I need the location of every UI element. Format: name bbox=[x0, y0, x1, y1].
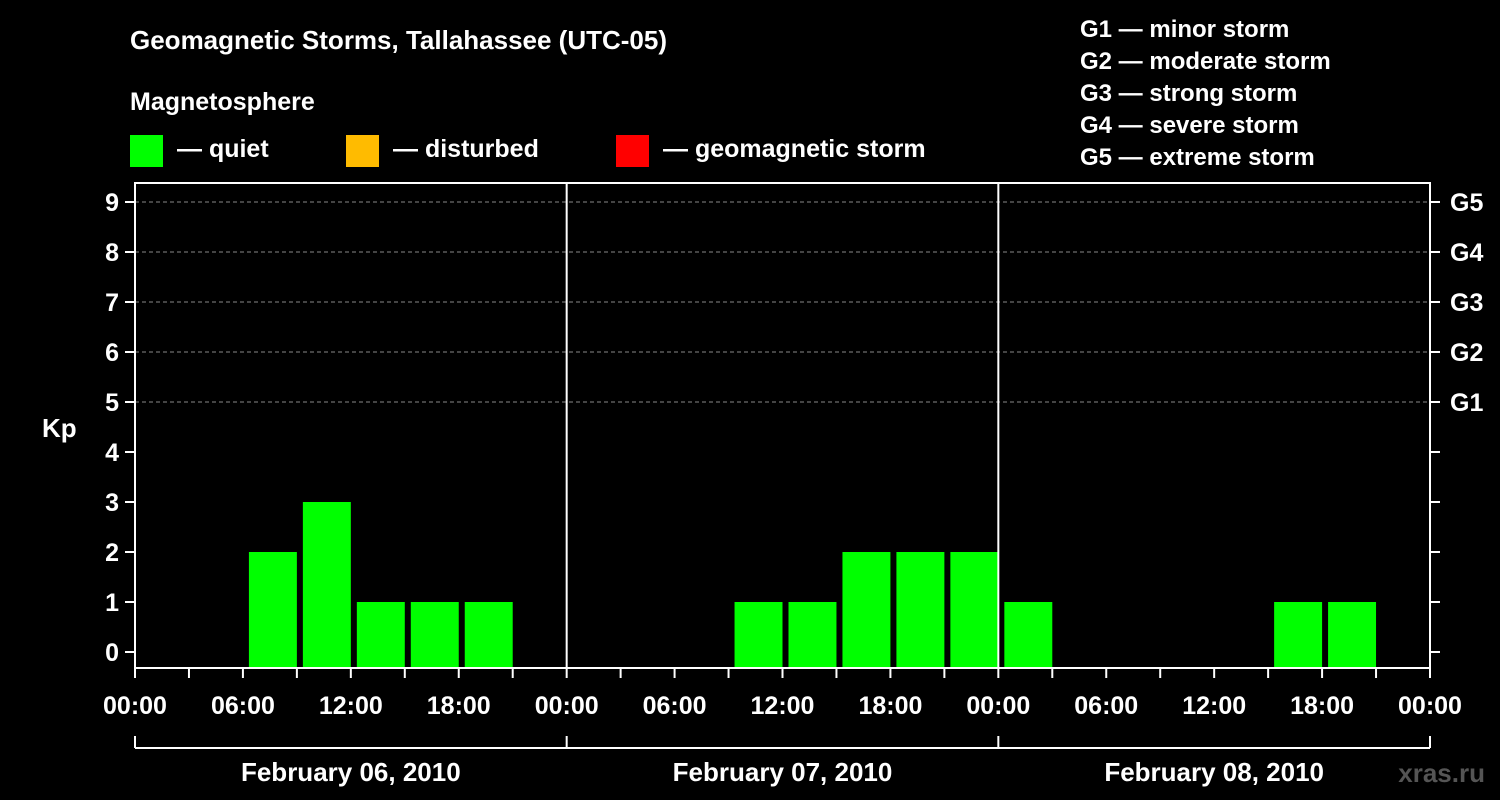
y-tick-label: 4 bbox=[105, 439, 119, 467]
x-tick-label: 18:00 bbox=[858, 692, 922, 720]
x-tick-label: 12:00 bbox=[319, 692, 383, 720]
watermark: xras.ru bbox=[1398, 758, 1485, 788]
y-tick-label: 0 bbox=[105, 639, 119, 667]
y-tick-label: 9 bbox=[105, 189, 119, 217]
x-tick-label: 00:00 bbox=[1398, 692, 1462, 720]
grid-lines bbox=[135, 201, 1430, 403]
bar bbox=[302, 502, 351, 668]
bar bbox=[410, 602, 459, 668]
right-axis-label: G4 bbox=[1450, 239, 1483, 267]
date-label: February 06, 2010 bbox=[241, 757, 461, 787]
x-tick-label: 00:00 bbox=[535, 692, 599, 720]
bar bbox=[788, 602, 837, 668]
legend-label-storm: — geomagnetic storm bbox=[663, 135, 926, 163]
storm-scale-g3: G3 — strong storm bbox=[1080, 80, 1297, 107]
storm-scale-legend: G1 — minor storm G2 — moderate storm G3 … bbox=[1080, 16, 1331, 171]
y-ticks: 0 1 2 3 4 5 6 7 8 9 bbox=[105, 189, 135, 667]
x-ticks: 00:00 06:00 12:00 18:00 00:00 06:00 12:00 18:00… bbox=[103, 668, 1462, 720]
bar bbox=[1328, 602, 1377, 668]
chart-title: Geomagnetic Storms, Tallahassee (UTC-05) bbox=[130, 25, 667, 55]
y-tick-label: 6 bbox=[105, 339, 119, 367]
x-tick-label: 06:00 bbox=[643, 692, 707, 720]
x-tick-label: 06:00 bbox=[211, 692, 275, 720]
legend: — quiet — disturbed — geomagnetic storm bbox=[130, 135, 926, 167]
bar bbox=[1274, 602, 1323, 668]
legend-swatch-disturbed bbox=[346, 135, 379, 167]
x-tick-label: 12:00 bbox=[1182, 692, 1246, 720]
x-tick-label: 12:00 bbox=[751, 692, 815, 720]
bar bbox=[1004, 602, 1053, 668]
x-tick-label: 00:00 bbox=[966, 692, 1030, 720]
right-axis-label: G1 bbox=[1450, 389, 1483, 417]
bar bbox=[248, 552, 297, 668]
legend-heading: Magnetosphere bbox=[130, 88, 315, 116]
legend-label-quiet: — quiet bbox=[177, 135, 269, 163]
storm-scale-g5: G5 — extreme storm bbox=[1080, 144, 1315, 171]
right-axis-label: G3 bbox=[1450, 289, 1483, 317]
legend-swatch-storm bbox=[616, 135, 649, 167]
y-tick-label: 5 bbox=[105, 389, 119, 417]
storm-scale-g1: G1 — minor storm bbox=[1080, 16, 1289, 43]
bar bbox=[356, 602, 405, 668]
bars bbox=[248, 502, 1377, 668]
x-tick-label: 06:00 bbox=[1074, 692, 1138, 720]
bar bbox=[464, 602, 513, 668]
y-tick-label: 1 bbox=[105, 589, 119, 617]
right-axis-label: G5 bbox=[1450, 189, 1483, 217]
x-tick-label: 18:00 bbox=[1290, 692, 1354, 720]
bar bbox=[950, 552, 999, 668]
legend-swatch-quiet bbox=[130, 135, 163, 167]
date-label: February 08, 2010 bbox=[1104, 757, 1324, 787]
right-ticks: G1 G2 G3 G4 G5 bbox=[1430, 189, 1483, 653]
y-tick-label: 3 bbox=[105, 489, 119, 517]
bar bbox=[734, 602, 783, 668]
y-tick-label: 8 bbox=[105, 239, 119, 267]
date-labels: February 06, 2010 February 07, 2010 Februa… bbox=[134, 736, 1431, 787]
y-tick-label: 2 bbox=[105, 539, 119, 567]
x-tick-label: 00:00 bbox=[103, 692, 167, 720]
bar bbox=[896, 552, 945, 668]
bar bbox=[842, 552, 891, 668]
right-axis-label: G2 bbox=[1450, 339, 1483, 367]
date-label: February 07, 2010 bbox=[673, 757, 893, 787]
storm-scale-g2: G2 — moderate storm bbox=[1080, 48, 1331, 75]
storm-scale-g4: G4 — severe storm bbox=[1080, 112, 1299, 139]
x-tick-label: 18:00 bbox=[427, 692, 491, 720]
y-axis-label: Kp bbox=[42, 413, 77, 443]
legend-label-disturbed: — disturbed bbox=[393, 135, 539, 163]
y-tick-label: 7 bbox=[105, 289, 119, 317]
